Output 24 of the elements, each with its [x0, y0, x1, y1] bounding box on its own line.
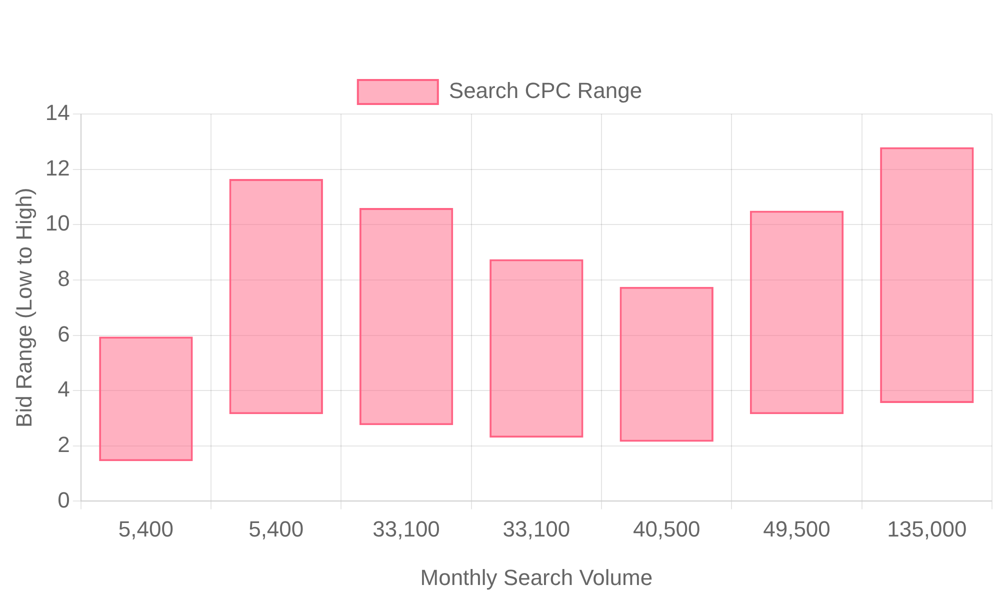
x-tick-label: 33,100 — [502, 516, 570, 542]
bar — [359, 208, 454, 426]
y-tick-label: 12 — [45, 155, 70, 180]
x-tick-label: 135,000 — [887, 516, 967, 542]
bar — [490, 259, 584, 438]
x-tick-label: 33,100 — [372, 516, 440, 542]
bar — [620, 286, 714, 442]
x-tick-label: 5,400 — [118, 516, 174, 542]
y-tick-label: 2 — [58, 432, 70, 457]
y-axis-title: Bid Range (Low to High) — [11, 188, 36, 428]
y-tick-label: 6 — [58, 321, 70, 346]
x-tick-label: 5,400 — [248, 516, 304, 542]
bar — [229, 178, 323, 414]
y-tick-label: 0 — [58, 487, 70, 512]
bar — [750, 210, 844, 414]
y-tick-label: 4 — [58, 376, 70, 402]
x-tick-label: 49,500 — [763, 516, 830, 542]
legend-label: Search CPC Range — [448, 78, 642, 104]
x-tick-label: 40,500 — [632, 516, 700, 542]
x-axis-title: Monthly Search Volume — [420, 564, 653, 590]
y-tick-label: 8 — [58, 266, 70, 292]
y-tick-label: 10 — [45, 210, 70, 236]
y-tick-label: 14 — [45, 100, 70, 126]
bar — [99, 336, 193, 462]
